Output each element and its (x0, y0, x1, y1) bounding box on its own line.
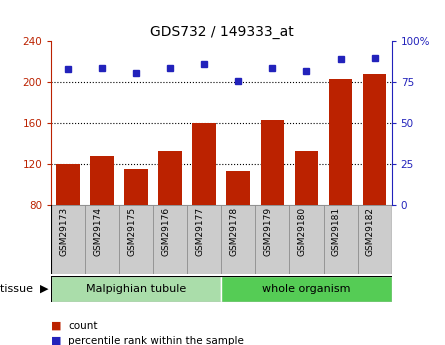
Text: ■: ■ (51, 321, 62, 331)
Bar (56, 164, 80, 205)
Bar (192, 123, 216, 205)
Text: tissue  ▶: tissue ▶ (0, 284, 49, 294)
Text: GSM29178: GSM29178 (230, 207, 239, 256)
Bar (187, 205, 222, 274)
Bar (295, 151, 319, 205)
Bar (158, 151, 182, 205)
Bar (124, 169, 148, 205)
Bar (324, 205, 358, 274)
Text: whole organism: whole organism (262, 284, 351, 294)
Text: count: count (68, 321, 97, 331)
Bar (260, 120, 284, 205)
Bar (328, 79, 352, 205)
Bar (153, 205, 187, 274)
Text: GSM29181: GSM29181 (332, 207, 340, 256)
Bar (90, 156, 114, 205)
Text: GSM29174: GSM29174 (93, 207, 102, 256)
Bar (222, 276, 392, 302)
Bar (51, 276, 222, 302)
Text: GSM29179: GSM29179 (263, 207, 272, 256)
Text: GSM29175: GSM29175 (127, 207, 136, 256)
Bar (290, 205, 324, 274)
Text: GSM29177: GSM29177 (195, 207, 204, 256)
Bar (85, 205, 119, 274)
Bar (222, 205, 255, 274)
Text: GSM29173: GSM29173 (59, 207, 68, 256)
Title: GDS732 / 149333_at: GDS732 / 149333_at (150, 25, 293, 39)
Bar (363, 74, 387, 205)
Text: GSM29176: GSM29176 (162, 207, 170, 256)
Text: Malpighian tubule: Malpighian tubule (86, 284, 186, 294)
Text: GSM29182: GSM29182 (366, 207, 375, 256)
Text: GSM29180: GSM29180 (298, 207, 307, 256)
Bar (255, 205, 290, 274)
Bar (51, 205, 85, 274)
Bar (358, 205, 392, 274)
Text: percentile rank within the sample: percentile rank within the sample (68, 336, 244, 345)
Text: ■: ■ (51, 336, 62, 345)
Bar (227, 171, 251, 205)
Bar (119, 205, 153, 274)
